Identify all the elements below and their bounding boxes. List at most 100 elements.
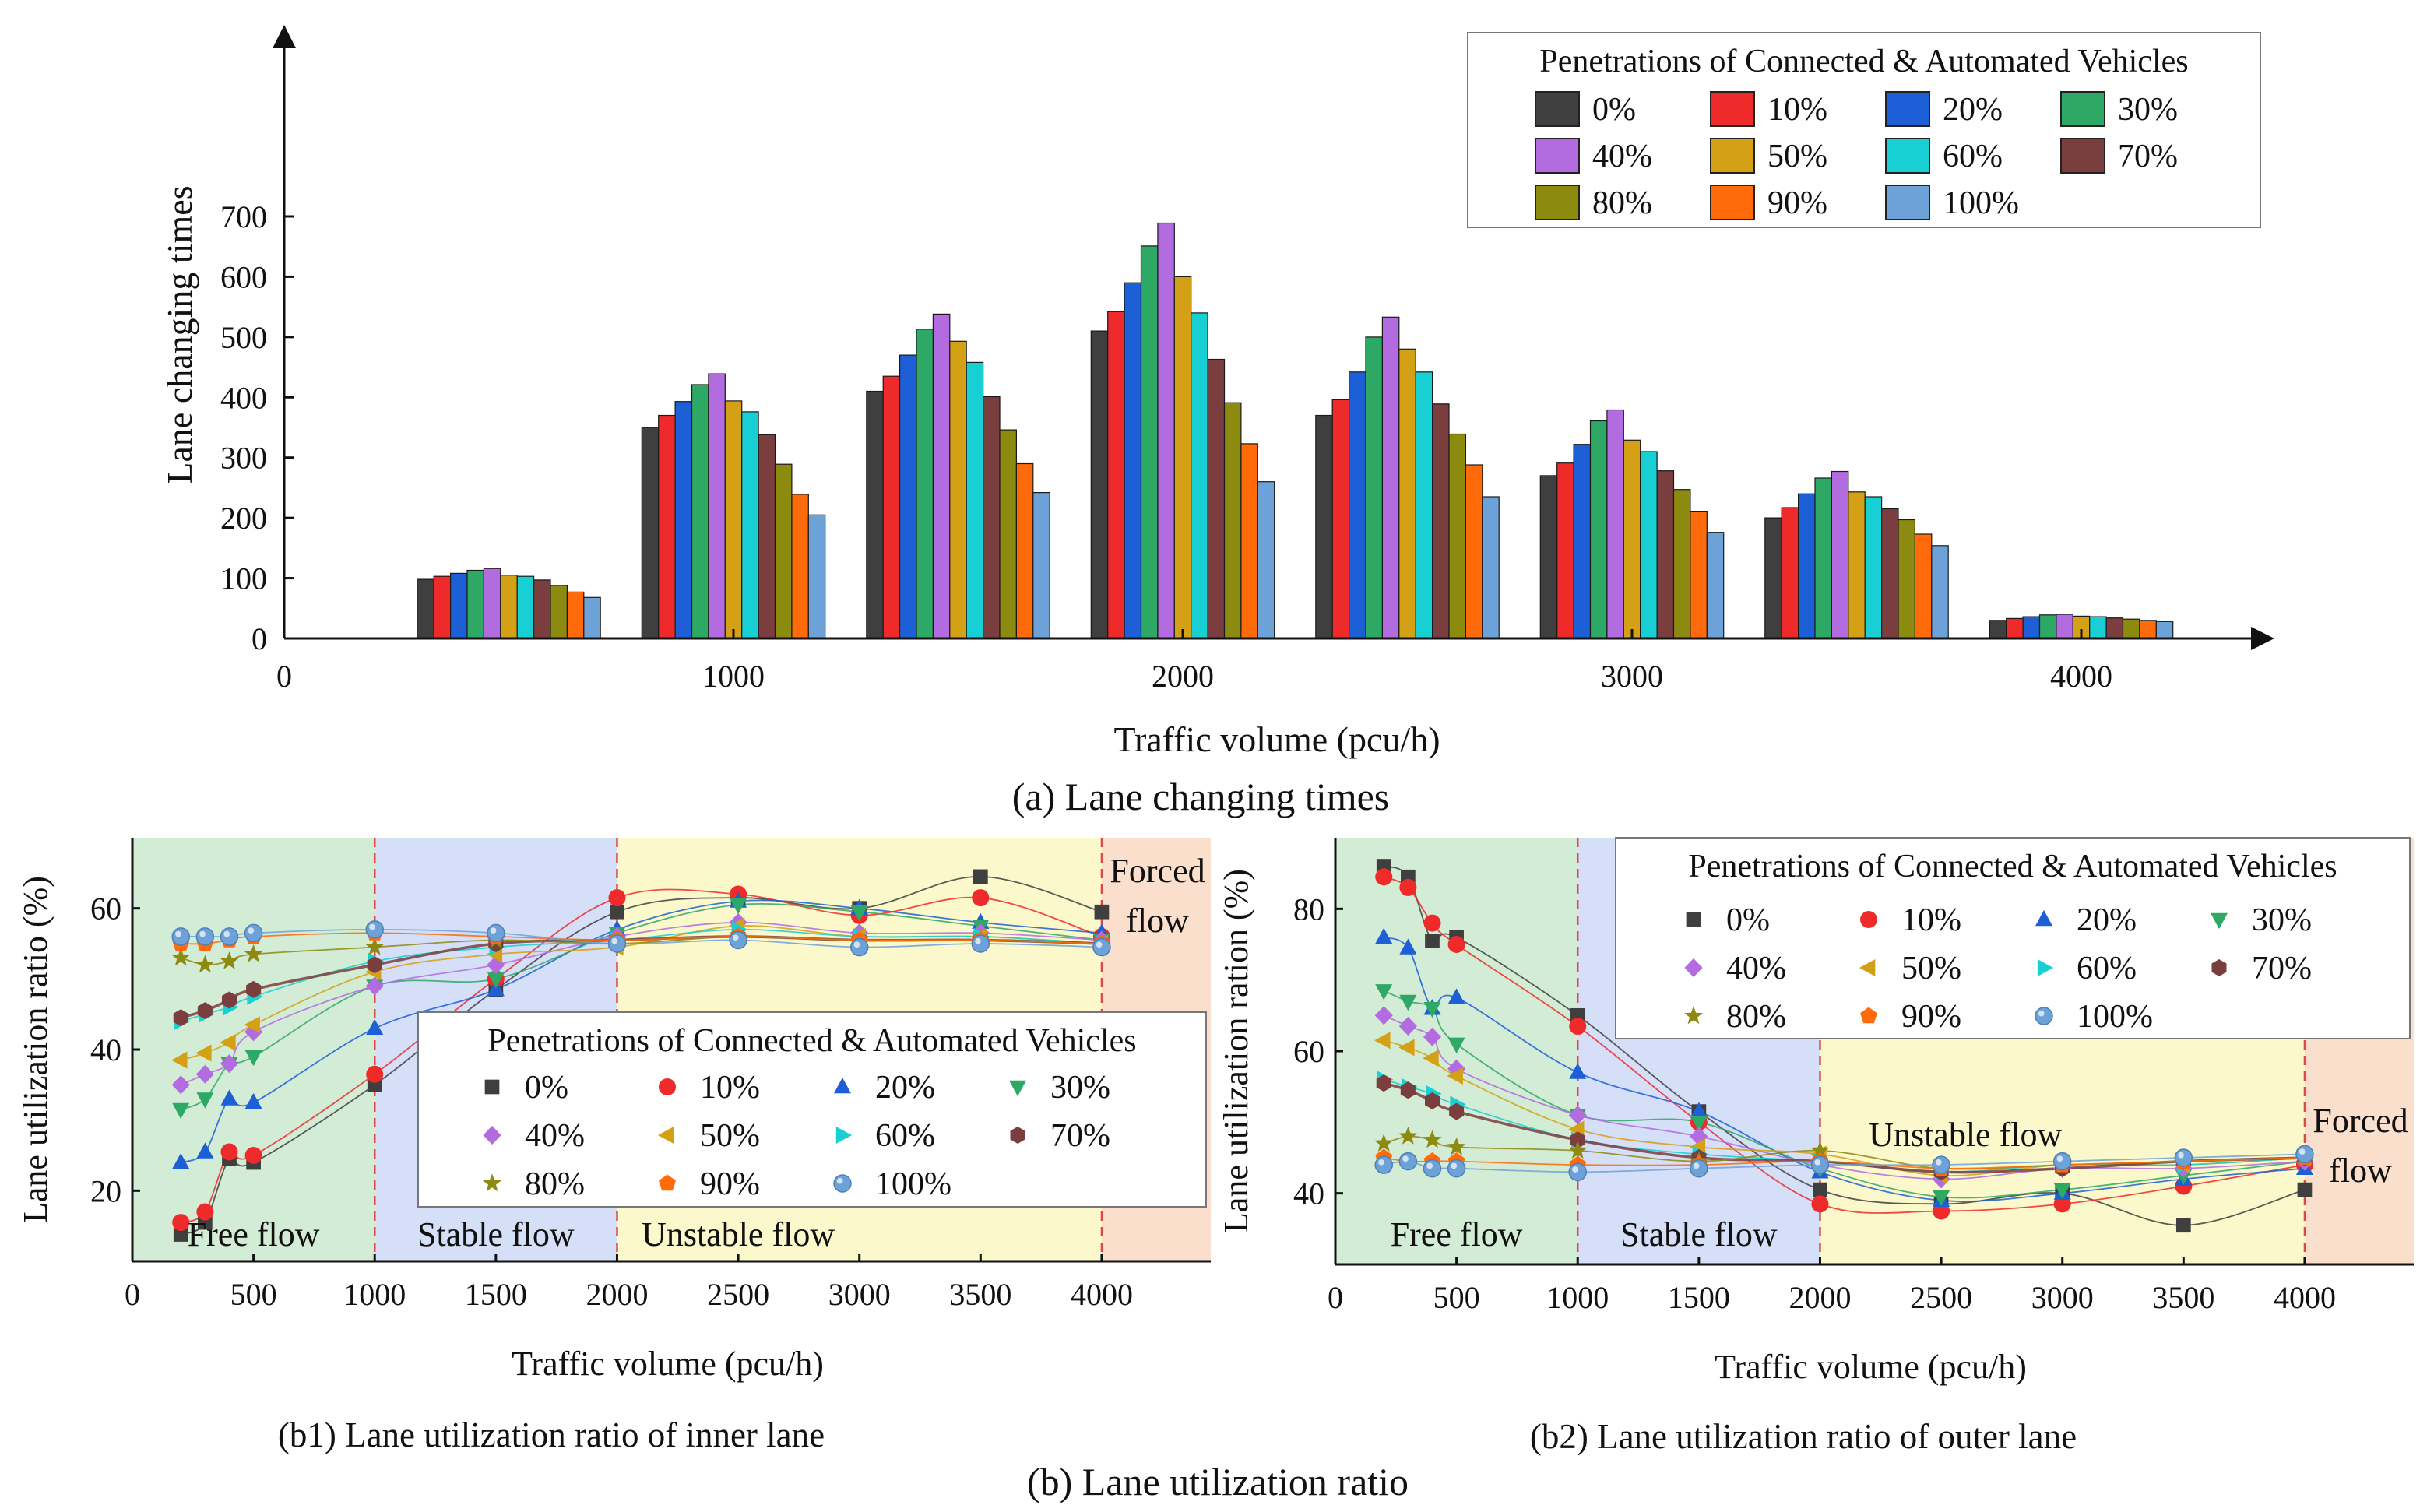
b1-legend-legend-marker-10 [833,1174,852,1193]
b1-y-tick-label-40: 40 [90,1032,121,1067]
bar-3000-50% [1623,439,1641,639]
b2-legend-legend-label-4: 40% [1726,951,1786,986]
legend-a-legend-swatch-6 [1885,138,1930,174]
b2-point-80%-500 [1447,1137,1466,1155]
bar-3000-70% [1656,470,1675,639]
b1-point-40%-200 [171,1075,190,1095]
b1-legend-legend-marker-5 [657,1127,674,1144]
b1-legend-legend-title: Penetrations of Connected & Automated Ve… [487,1023,1136,1059]
b1-region-label-unstable: Unstable flow [642,1215,835,1254]
bar-3500-90% [1914,533,1933,639]
bar-2500-10% [1331,399,1350,639]
b2-legend-legend-label-2: 20% [2077,902,2137,938]
b2-point-10%-400 [1423,914,1441,932]
bar-3000-60% [1640,451,1658,639]
bar-1000-10% [658,414,676,639]
y-tick-label-a-700: 700 [220,199,267,234]
b1-point-0%-2000 [610,904,624,920]
b1-point-80%-300 [195,955,215,973]
b2-point-100%-300 [1398,1152,1418,1171]
b2-point-100%-500 [1447,1159,1466,1178]
b2-point-100%-2000 [1810,1155,1830,1174]
b1-point-100%-3500 [971,934,990,953]
legend-a-legend-swatch-3 [2060,91,2105,127]
b1-point-30%-3000 [850,905,868,922]
b1-x-tick-label-2000: 2000 [586,1277,648,1312]
bar-3000-100% [1706,532,1725,639]
b2-point-20%-1500 [1690,1102,1708,1118]
bar-500-100% [583,596,601,639]
b2-point-30%-1500 [1690,1116,1708,1132]
bar-500-50% [500,575,518,639]
b2-point-100%-1000 [1568,1162,1587,1182]
b2-point-80%-1000 [1568,1141,1588,1159]
chart-a: 0 100 200 300 400 500 600 700 0 1000 2000 3000 4000 T… [160,25,2274,759]
b2-legend-legend-label-8: 80% [1726,999,1786,1035]
b1-legend-legend-label-9: 90% [700,1166,760,1202]
b1-region-label-forced-2: flow [1126,902,1189,940]
bar-2000-40% [1157,222,1175,639]
bar-2000-10% [1107,311,1125,639]
b2-point-70%-1000 [1570,1131,1585,1149]
b2-point-0%-4000 [2297,1182,2313,1197]
b2-region-label-stable: Stable flow [1620,1215,1778,1254]
bar-2000-20% [1124,282,1142,639]
b1-point-100%-3000 [849,937,869,957]
b1-x-tick-label-3000: 3000 [828,1277,891,1312]
bar-500-10% [433,575,452,639]
b2-point-20%-500 [1447,988,1465,1004]
caption-a: (a) Lane changing times [1012,775,1390,818]
b2-x-tick-label-2000: 2000 [1789,1280,1851,1315]
b2-legend-legend-marker-7 [2211,959,2227,976]
b2-point-70%-200 [1376,1074,1391,1092]
b1-y-tick-label-20: 20 [90,1173,121,1208]
b2-legend-legend-marker-5 [1859,959,1876,976]
bar-2500-70% [1431,403,1450,639]
b2-point-40%-400 [1423,1027,1441,1046]
b2-point-100%-200 [1374,1155,1393,1174]
bar-1500-0% [866,390,884,639]
bar-2500-80% [1448,433,1466,639]
b2-point-70%-400 [1425,1092,1440,1109]
b1-legend-legend-label-7: 70% [1050,1118,1110,1154]
b2-y-tick-label-80: 80 [1293,891,1324,927]
b2-point-80%-300 [1398,1126,1418,1145]
legend-a-legend-swatch-0 [1535,91,1580,127]
b2-x-tick-label-500: 500 [1433,1280,1480,1315]
b2-legend-legend-marker-8 [1684,1006,1703,1025]
b1-point-30%-1500 [487,972,505,989]
b1-x-label: Traffic volume (pcu/h) [512,1345,824,1383]
b1-point-100%-1500 [487,923,505,943]
b1-point-30%-500 [244,1050,262,1067]
b1-x-tick-label-0: 0 [125,1277,140,1312]
legend-a-legend-swatch-5 [1710,138,1755,174]
b2-point-30%-3000 [2053,1183,2071,1200]
b1-legend-legend-label-1: 10% [700,1070,760,1106]
bar-3500-80% [1898,519,1915,639]
b2-point-30%-200 [1375,984,1393,1000]
bar-3000-40% [1606,409,1624,639]
legend-a-legend-label-9: 90% [1767,185,1827,221]
b2-legend-legend-label-3: 30% [2252,902,2312,938]
bar-1500-70% [982,396,1001,639]
legend-a-legend-label-3: 30% [2118,92,2178,128]
b1-point-10%-200 [172,1214,190,1232]
bar-2000-70% [1207,358,1226,639]
b2-point-30%-500 [1447,1037,1465,1053]
x-label-a: Traffic volume (pcu/h) [1113,719,1440,759]
bar-1000-30% [691,384,709,639]
legend-a-legend-label-6: 60% [1943,139,2003,174]
bar-4000-80% [2122,618,2140,639]
b1-point-40%-400 [220,1054,238,1074]
b2-point-0%-400 [1425,934,1440,948]
bar-1500-20% [899,354,917,639]
b1-point-10%-1000 [366,1065,384,1083]
y-tick-label-a-500: 500 [220,320,267,355]
b2-x-label: Traffic volume (pcu/h) [1715,1348,2027,1386]
bar-3000-0% [1539,475,1558,639]
b1-legend-legend-label-10: 100% [875,1166,951,1202]
bar-2500-60% [1415,371,1433,639]
bar-4000-70% [2105,617,2124,639]
b1-point-0%-3500 [973,869,988,884]
bar-2500-100% [1482,496,1500,639]
